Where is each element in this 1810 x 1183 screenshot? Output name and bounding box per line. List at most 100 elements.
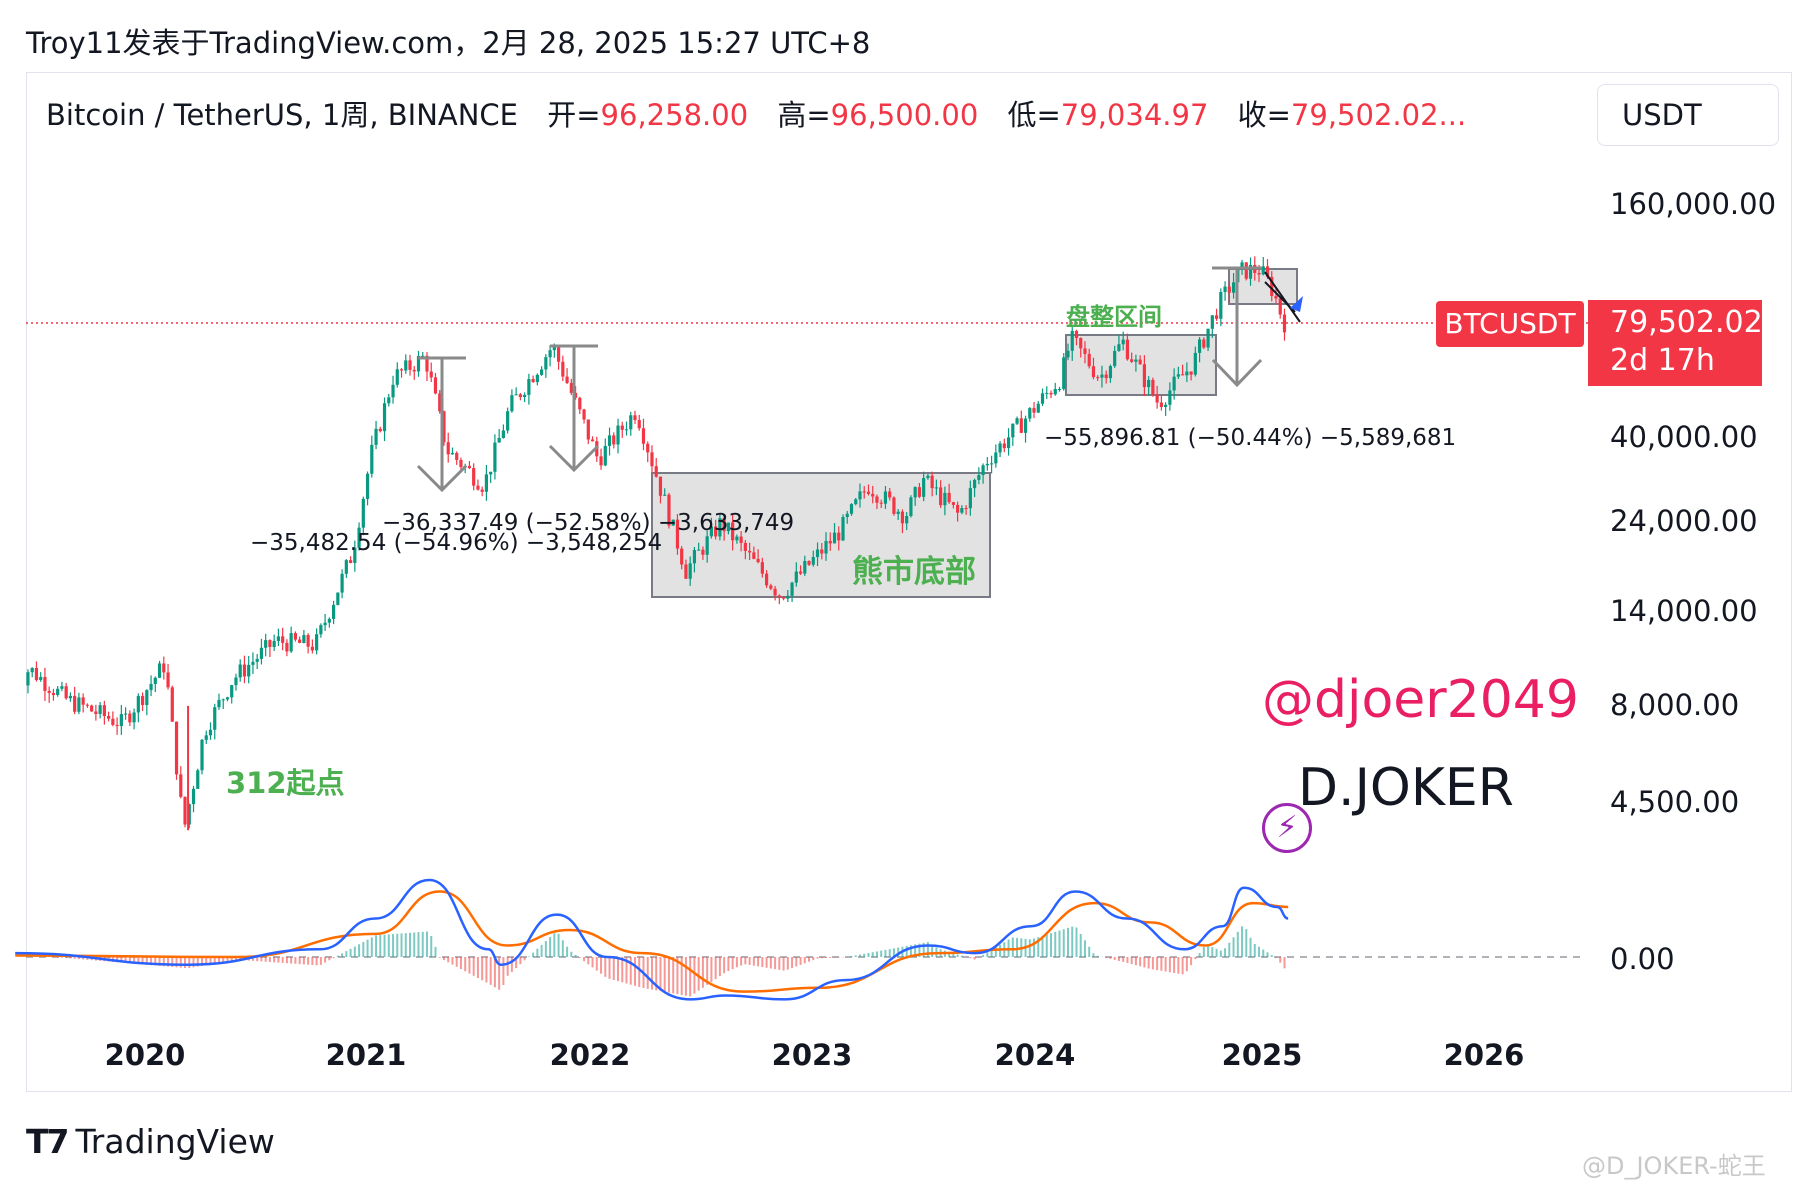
candle-body (273, 641, 276, 647)
candle-body (239, 664, 242, 677)
lightning-bolt-icon[interactable]: ⚡ (1262, 803, 1312, 853)
candle-body (998, 444, 1001, 453)
candle-body (519, 394, 522, 397)
candle-body (587, 419, 590, 439)
candle-body (960, 508, 963, 513)
candle-body (1130, 359, 1133, 362)
candle-body (391, 385, 394, 398)
candle-body (166, 672, 169, 687)
candle-body (752, 552, 755, 558)
candle-body (625, 429, 628, 430)
corner-credit: @D_JOKER-蛇王 (1582, 1146, 1766, 1181)
candle-body (990, 463, 993, 464)
open-key: 开= (547, 98, 600, 132)
candle-body (935, 487, 938, 488)
candle-body (400, 369, 403, 370)
candle-body (82, 697, 85, 704)
candle-body (757, 559, 760, 562)
candle-body (52, 693, 55, 695)
candle-body (1062, 357, 1065, 389)
candle-body (374, 429, 377, 445)
candle-body (1028, 408, 1031, 419)
candle-body (515, 394, 518, 395)
candle-body (735, 537, 738, 541)
candle-body (850, 504, 853, 514)
candle-body (502, 430, 505, 438)
candle-body (931, 476, 934, 488)
candle-body (311, 647, 314, 651)
candle-body (498, 438, 501, 443)
candle-body (345, 560, 348, 574)
candle-body (765, 574, 768, 586)
candle-body (769, 585, 772, 588)
candle-body (298, 640, 301, 643)
candle-body (1092, 366, 1095, 377)
candle-body (366, 474, 369, 499)
candle-body (396, 369, 399, 385)
x-tick-label: 2024 (995, 1038, 1076, 1072)
candle-body (1024, 419, 1027, 433)
candle-body (1202, 339, 1205, 347)
currency-selector[interactable]: USDT (1597, 84, 1779, 146)
candle-body (132, 712, 135, 722)
candle-body (234, 677, 237, 685)
candle-body (846, 514, 849, 517)
candle-body (633, 415, 636, 420)
y-tick-label: 160,000.00 (1610, 187, 1776, 221)
candle-body (527, 379, 530, 395)
candle-body (506, 411, 509, 430)
candle-body (965, 508, 968, 509)
tradingview-logo-icon: T7 (26, 1122, 67, 1161)
candle-body (124, 714, 127, 715)
candle-body (1245, 262, 1248, 278)
candle-body (782, 597, 785, 599)
candle-body (1083, 348, 1086, 354)
candle-body (56, 689, 59, 695)
candle-body (213, 707, 216, 730)
candle-body (829, 541, 832, 543)
candle-body (493, 443, 496, 472)
tradingview-logo[interactable]: T7 TradingView (26, 1122, 275, 1161)
candle-body (222, 699, 225, 700)
candle-body (629, 415, 632, 429)
candle-body (451, 453, 454, 454)
candle-body (841, 517, 844, 540)
candle-body (888, 491, 891, 497)
author-name: D.JOKER (1298, 758, 1514, 818)
symbol-badge: BTCUSDT (1436, 301, 1584, 347)
candle-body (1215, 315, 1218, 318)
candle-body (158, 663, 161, 677)
candle-body (336, 593, 339, 605)
y-tick-label: 8,000.00 (1610, 688, 1739, 722)
low-value: 79,034.97 (1061, 98, 1209, 132)
candle-body (489, 472, 492, 475)
candle-body (532, 379, 535, 382)
candle-body (914, 487, 917, 497)
candle-body (689, 563, 692, 578)
last-price-badge: 79,502.02 2d 17h (1588, 300, 1762, 386)
candle-body (340, 574, 343, 593)
candle-body (434, 377, 437, 393)
candle-body (523, 395, 526, 397)
candle-body (905, 516, 908, 523)
candle-body (179, 774, 182, 797)
candle-body (570, 383, 573, 393)
candle-body (35, 668, 38, 680)
candle-body (795, 572, 798, 583)
candle-body (1168, 390, 1171, 404)
candle-body (599, 456, 602, 465)
candle-body (1049, 393, 1052, 394)
candle-body (86, 705, 89, 706)
y-tick-label: 24,000.00 (1610, 504, 1758, 538)
candle-body (1122, 340, 1125, 345)
open-value: 96,258.00 (601, 98, 749, 132)
candle-body (1279, 299, 1282, 315)
candle-body (1228, 287, 1231, 293)
candle-body (362, 499, 365, 528)
y-tick-label: 14,000.00 (1610, 594, 1758, 628)
candle-body (31, 668, 34, 672)
candle-body (956, 505, 959, 513)
candle-body (1257, 273, 1260, 275)
candle-body (200, 740, 203, 770)
